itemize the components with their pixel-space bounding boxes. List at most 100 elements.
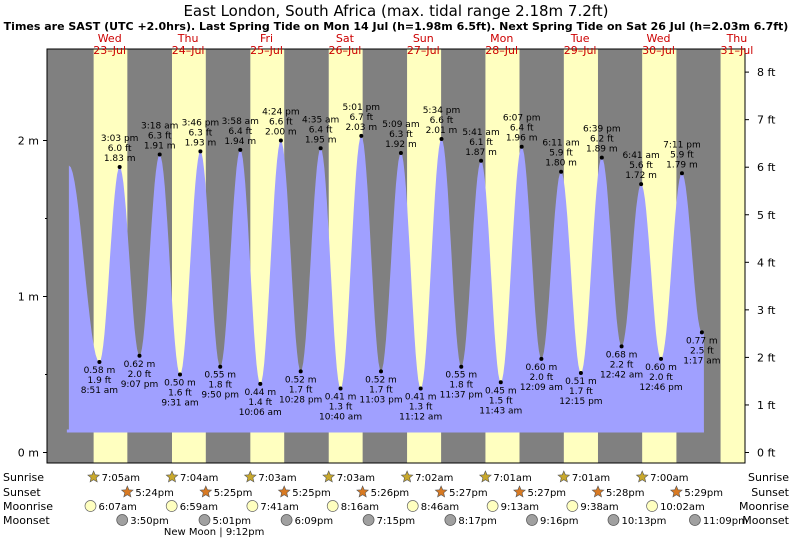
day-date-label: 24–Jul <box>172 44 205 57</box>
right-tick-label: 3 ft <box>757 304 776 317</box>
tide-time-label: 9:50 pm <box>201 391 239 401</box>
moonrise-time: 6:59am <box>180 502 218 513</box>
moonset-icon <box>362 514 375 526</box>
tide-time-label: 12:09 am <box>520 383 563 393</box>
tide-point <box>117 165 122 170</box>
moonset-icon <box>280 514 293 526</box>
tide-point <box>238 147 243 152</box>
tide-time-label: 6:07 pm <box>503 114 541 124</box>
day-name-label: Sat <box>336 32 355 45</box>
moonrise-time: 6:07am <box>98 502 136 513</box>
tide-time-label: 6:11 am <box>542 139 579 149</box>
tide-point <box>539 356 544 361</box>
tide-time-label: 9:31 am <box>161 399 198 409</box>
day-date-label: 27–Jul <box>407 44 440 57</box>
sunrise-icon <box>243 470 257 483</box>
tide-ft-label: 6.1 ft <box>469 138 493 148</box>
moonset-icon <box>444 514 457 526</box>
tide-time-label: 5:09 am <box>382 120 419 130</box>
tide-m-label: 1.89 m <box>586 145 618 155</box>
moonrise-icon <box>165 500 178 512</box>
tide-m-label: 0.52 m <box>365 375 397 385</box>
tide-point <box>479 158 484 163</box>
tide-ft-label: 2.0 ft <box>530 373 554 383</box>
tide-ft-label: 5.6 ft <box>629 161 653 171</box>
tide-time-label: 12:42 am <box>600 370 643 380</box>
moonrise-icon <box>406 500 419 512</box>
tide-ft-label: 1.4 ft <box>248 398 272 408</box>
sunset-time: 5:25pm <box>214 488 253 499</box>
moonrise-time: 9:38am <box>580 502 618 513</box>
sunset-time: 5:27pm <box>528 488 567 499</box>
tide-ft-label: 6.0 ft <box>108 144 132 154</box>
tide-time-label: 5:41 am <box>462 128 499 138</box>
tide-time-label: 5:01 pm <box>343 103 381 113</box>
plot-border <box>46 48 746 464</box>
moonrise-time: 7:41am <box>260 502 298 513</box>
sunrise-time: 7:03am <box>337 473 375 484</box>
tide-point <box>599 155 604 160</box>
day-labels: Wed23–JulThu24–JulFri25–JulSat26–JulSun2… <box>93 32 753 57</box>
tide-m-label: 1.93 m <box>185 138 217 148</box>
moonset-time: 8:17pm <box>458 516 497 527</box>
tide-ft-label: 1.5 ft <box>489 396 513 406</box>
moonrise-time: 9:13am <box>501 502 539 513</box>
moonset-time: 6:09pm <box>295 516 334 527</box>
tide-ft-label: 6.7 ft <box>349 113 373 123</box>
sunset-time: 5:29pm <box>684 488 723 499</box>
moonset-icon <box>198 514 211 526</box>
moonset-time: 7:15pm <box>377 516 416 527</box>
right-tick-label: 8 ft <box>757 66 776 79</box>
tide-point <box>459 364 464 369</box>
tide-m-label: 0.68 m <box>606 350 638 360</box>
tide-point <box>578 370 583 375</box>
tide-time-label: 5:34 pm <box>423 106 461 116</box>
tide-water-area <box>68 135 704 433</box>
tide-m-label: 0.41 m <box>325 393 357 403</box>
sunset-time: 5:28pm <box>606 488 645 499</box>
tide-point <box>418 386 423 391</box>
tide-m-label: 2.03 m <box>345 123 377 133</box>
tide-point <box>398 150 403 155</box>
tide-point <box>258 381 263 386</box>
tide-area <box>66 135 704 433</box>
tide-point <box>318 146 323 151</box>
right-tick-label: 5 ft <box>757 209 776 222</box>
moonrise-icon <box>326 500 339 512</box>
day-name-label: Thu <box>726 32 748 45</box>
tide-time-label: 3:18 am <box>141 122 178 132</box>
tide-time-label: 11:12 am <box>399 413 442 423</box>
tide-m-label: 1.96 m <box>506 134 538 144</box>
right-tick-label: 6 ft <box>757 161 776 174</box>
tide-ft-label: 6.4 ft <box>510 124 534 134</box>
sunrise-icon <box>165 470 179 483</box>
tide-m-label: 0.41 m <box>405 393 437 403</box>
row-label-right: Sunrise <box>748 471 789 484</box>
tide-time-label: 12:15 pm <box>559 397 602 407</box>
right-tick-label: 7 ft <box>757 114 776 127</box>
moonset-icon <box>526 514 538 526</box>
tide-m-label: 0.52 m <box>285 375 317 385</box>
tide-time-label: 4:35 am <box>302 115 339 125</box>
tide-ft-label: 1.3 ft <box>329 403 353 413</box>
tide-ft-label: 2.5 ft <box>690 346 714 356</box>
day-date-label: 30–Jul <box>642 44 675 57</box>
moonrise-time: 10:02am <box>660 502 705 513</box>
tide-point <box>699 330 704 335</box>
row-label-left: Moonset <box>3 514 50 527</box>
day-name-label: Mon <box>490 32 513 45</box>
tide-m-label: 1.79 m <box>666 160 698 170</box>
right-tick-label: 1 ft <box>757 399 776 412</box>
left-tick-label: 0 m <box>18 447 39 460</box>
tide-points: 0.58 m1.9 ft8:51 am 3:03 pm6.0 ft1.83 m 0.… <box>81 103 721 423</box>
tide-m-label: 2.00 m <box>265 128 297 138</box>
day-name-label: Tue <box>570 32 590 45</box>
row-label-right: Moonset <box>742 514 789 527</box>
new-moon-label: New Moon | 9:12pm <box>164 527 264 538</box>
tide-ft-label: 1.7 ft <box>369 385 393 395</box>
tide-point <box>198 149 203 154</box>
right-tick-label: 0 ft <box>757 447 776 460</box>
tide-ft-label: 1.7 ft <box>569 387 593 397</box>
tide-m-label: 1.94 m <box>224 137 256 147</box>
